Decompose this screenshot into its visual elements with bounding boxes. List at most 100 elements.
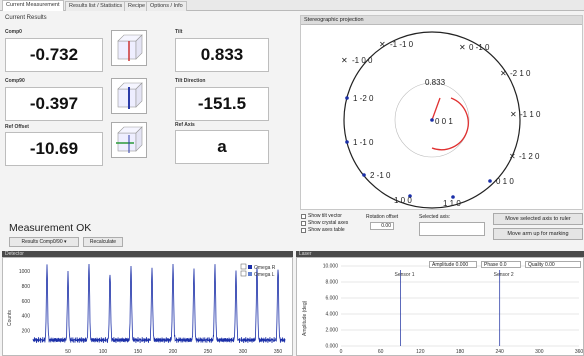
y-tick-label: 2.000 (325, 328, 338, 334)
ref-offset-label: Ref Offset (5, 124, 29, 130)
axis-dot-icon (408, 194, 412, 198)
axis-label: 1 0 0 (394, 196, 412, 205)
axis-label: 0 -1 0 (469, 43, 490, 52)
axis-x-icon: ✕ (379, 40, 386, 49)
tilt-label: Tilt (175, 29, 183, 35)
legend-swatch (248, 272, 252, 276)
ref-axis-value: a (175, 130, 269, 164)
comp0-value: -0.732 (5, 38, 103, 72)
phase-value: 0.0 (499, 262, 507, 268)
stereo-panel: Stereographic projection 0.833 0 0 1 ✕ -… (300, 15, 583, 210)
measurement-status: Measurement OK (9, 222, 92, 234)
comp90-direction-icon (111, 78, 147, 114)
detector-series-line (32, 263, 286, 344)
move-selected-axis-button[interactable]: Move selected axis to ruler (493, 213, 583, 225)
tab-bar: Current Measurement Results list / Stati… (0, 0, 584, 11)
ref-offset-direction-icon (111, 122, 147, 158)
x-tick-label: 350 (274, 349, 283, 355)
show-tilt-vector-label: Show tilt vector (308, 213, 342, 219)
amplitude-label: Amplitude (432, 262, 455, 268)
x-tick-label: 300 (239, 349, 248, 355)
y-tick-label: 8.000 (325, 280, 338, 286)
axis-label: -1 -1 0 (390, 40, 414, 49)
laser-panel: Laser Amplitude 0.000 Phase 0.0 Quality … (296, 251, 584, 356)
stereographic-projection-plot[interactable]: 0.833 0 0 1 ✕ -1 -1 0 ✕ -1 0 0 ✕ 0 -1 0 … (301, 25, 582, 211)
x-tick-label: 300 (535, 349, 544, 355)
axis-label: 1 -2 0 (353, 94, 374, 103)
axis-label: -1 1 0 (520, 110, 541, 119)
tab-options-info[interactable]: Options / Info (146, 1, 187, 11)
selected-axis-label: Selected axis: (419, 214, 451, 220)
tilt-direction-label: Tilt Direction (175, 78, 206, 84)
axis-dot-icon (451, 195, 455, 199)
comp90-label: Comp90 (5, 78, 25, 84)
detector-panel: Detector Counts 200 400 600 800 1000 50 100 15… (2, 251, 293, 356)
axis-dot-icon (362, 173, 366, 177)
quality-field: Quality 0.00 (525, 261, 581, 268)
detector-ylabel: Counts (7, 310, 13, 326)
rotation-offset-field[interactable]: 0.00 (370, 222, 394, 230)
y-tick-label: 6.000 (325, 296, 338, 302)
laser-chart[interactable]: Amplitude (deg) 0.000 2.000 4.000 6.000 8.00… (297, 258, 583, 356)
recalculate-button[interactable]: Recalculate (83, 237, 123, 247)
center-dot (430, 118, 434, 122)
rotation-offset-label: Rotation offset (366, 214, 399, 220)
detector-chart[interactable]: Counts 200 400 600 800 1000 50 100 150 200 250 30… (3, 258, 292, 355)
checkbox-icon[interactable] (240, 270, 247, 277)
show-crystal-axes-checkbox[interactable]: Show crystal axes (301, 220, 348, 226)
x-tick-label: 240 (495, 349, 504, 355)
axis-label: -1 0 0 (352, 56, 373, 65)
laser-title: Laser (296, 251, 584, 257)
quality-label: Quality (528, 262, 544, 268)
tilt-direction-value: -151.5 (175, 87, 269, 121)
tilt-arc (431, 97, 469, 151)
show-axes-table-checkbox[interactable]: Show axes table (301, 227, 345, 233)
checkbox-icon (301, 213, 306, 219)
chevron-down-icon: ▾ (64, 239, 67, 245)
phase-label: Phase (484, 262, 499, 268)
show-axes-table-label: Show axes table (308, 227, 345, 233)
show-crystal-axes-label: Show crystal axes (308, 220, 349, 226)
selected-axis-field[interactable] (419, 222, 485, 236)
x-tick-label: 50 (65, 349, 71, 355)
quality-value: 0.00 (544, 262, 555, 268)
y-tick-label: 800 (22, 284, 31, 290)
y-tick-label: 600 (22, 299, 31, 305)
axis-label: 0 1 0 (496, 177, 514, 186)
legend-label-omega-l: Omega L (254, 272, 275, 278)
detector-title: Detector (2, 251, 293, 257)
tilt-value: 0.833 (175, 38, 269, 72)
sensor-2-label: Sensor 2 (494, 272, 514, 278)
y-tick-label: 200 (22, 329, 31, 335)
axis-x-icon: ✕ (341, 56, 348, 65)
tilt-vector (431, 97, 441, 121)
laser-ylabel: Amplitude (deg) (302, 300, 308, 336)
show-tilt-vector-checkbox[interactable]: Show tilt vector (301, 213, 342, 219)
amplitude-field: Amplitude 0.000 (429, 261, 477, 268)
axis-dot-icon (488, 179, 492, 183)
axis-x-icon: ✕ (500, 69, 507, 78)
x-tick-label: 150 (134, 349, 143, 355)
y-tick-label: 0.000 (325, 344, 338, 350)
axis-label: -1 2 0 (519, 152, 540, 161)
axis-dot-icon (345, 96, 349, 100)
axis-label: -2 1 0 (510, 69, 531, 78)
checkbox-icon (301, 227, 306, 233)
tilt-value-label: 0.833 (425, 78, 446, 87)
legend-swatch (248, 265, 252, 269)
x-tick-label: 200 (169, 349, 178, 355)
tab-current-measurement[interactable]: Current Measurement (2, 0, 64, 11)
x-tick-label: 180 (456, 349, 465, 355)
checkbox-icon[interactable] (240, 263, 247, 270)
detector-legend: Omega R Omega L (240, 263, 276, 278)
results-mode-select[interactable]: Results Comp0/90 ▾ (9, 237, 79, 247)
x-tick-label: 250 (204, 349, 213, 355)
axis-x-icon: ✕ (459, 43, 466, 52)
comp0-label: Comp0 (5, 29, 22, 35)
y-tick-label: 4.000 (325, 312, 338, 318)
axis-label: 1 -1 0 (353, 138, 374, 147)
tab-results-list[interactable]: Results list / Statistics (65, 1, 127, 11)
legend-label-omega-r: Omega R (254, 265, 276, 271)
x-tick-label: 60 (378, 349, 384, 355)
move-arm-up-button[interactable]: Move arm up for marking (493, 228, 583, 240)
